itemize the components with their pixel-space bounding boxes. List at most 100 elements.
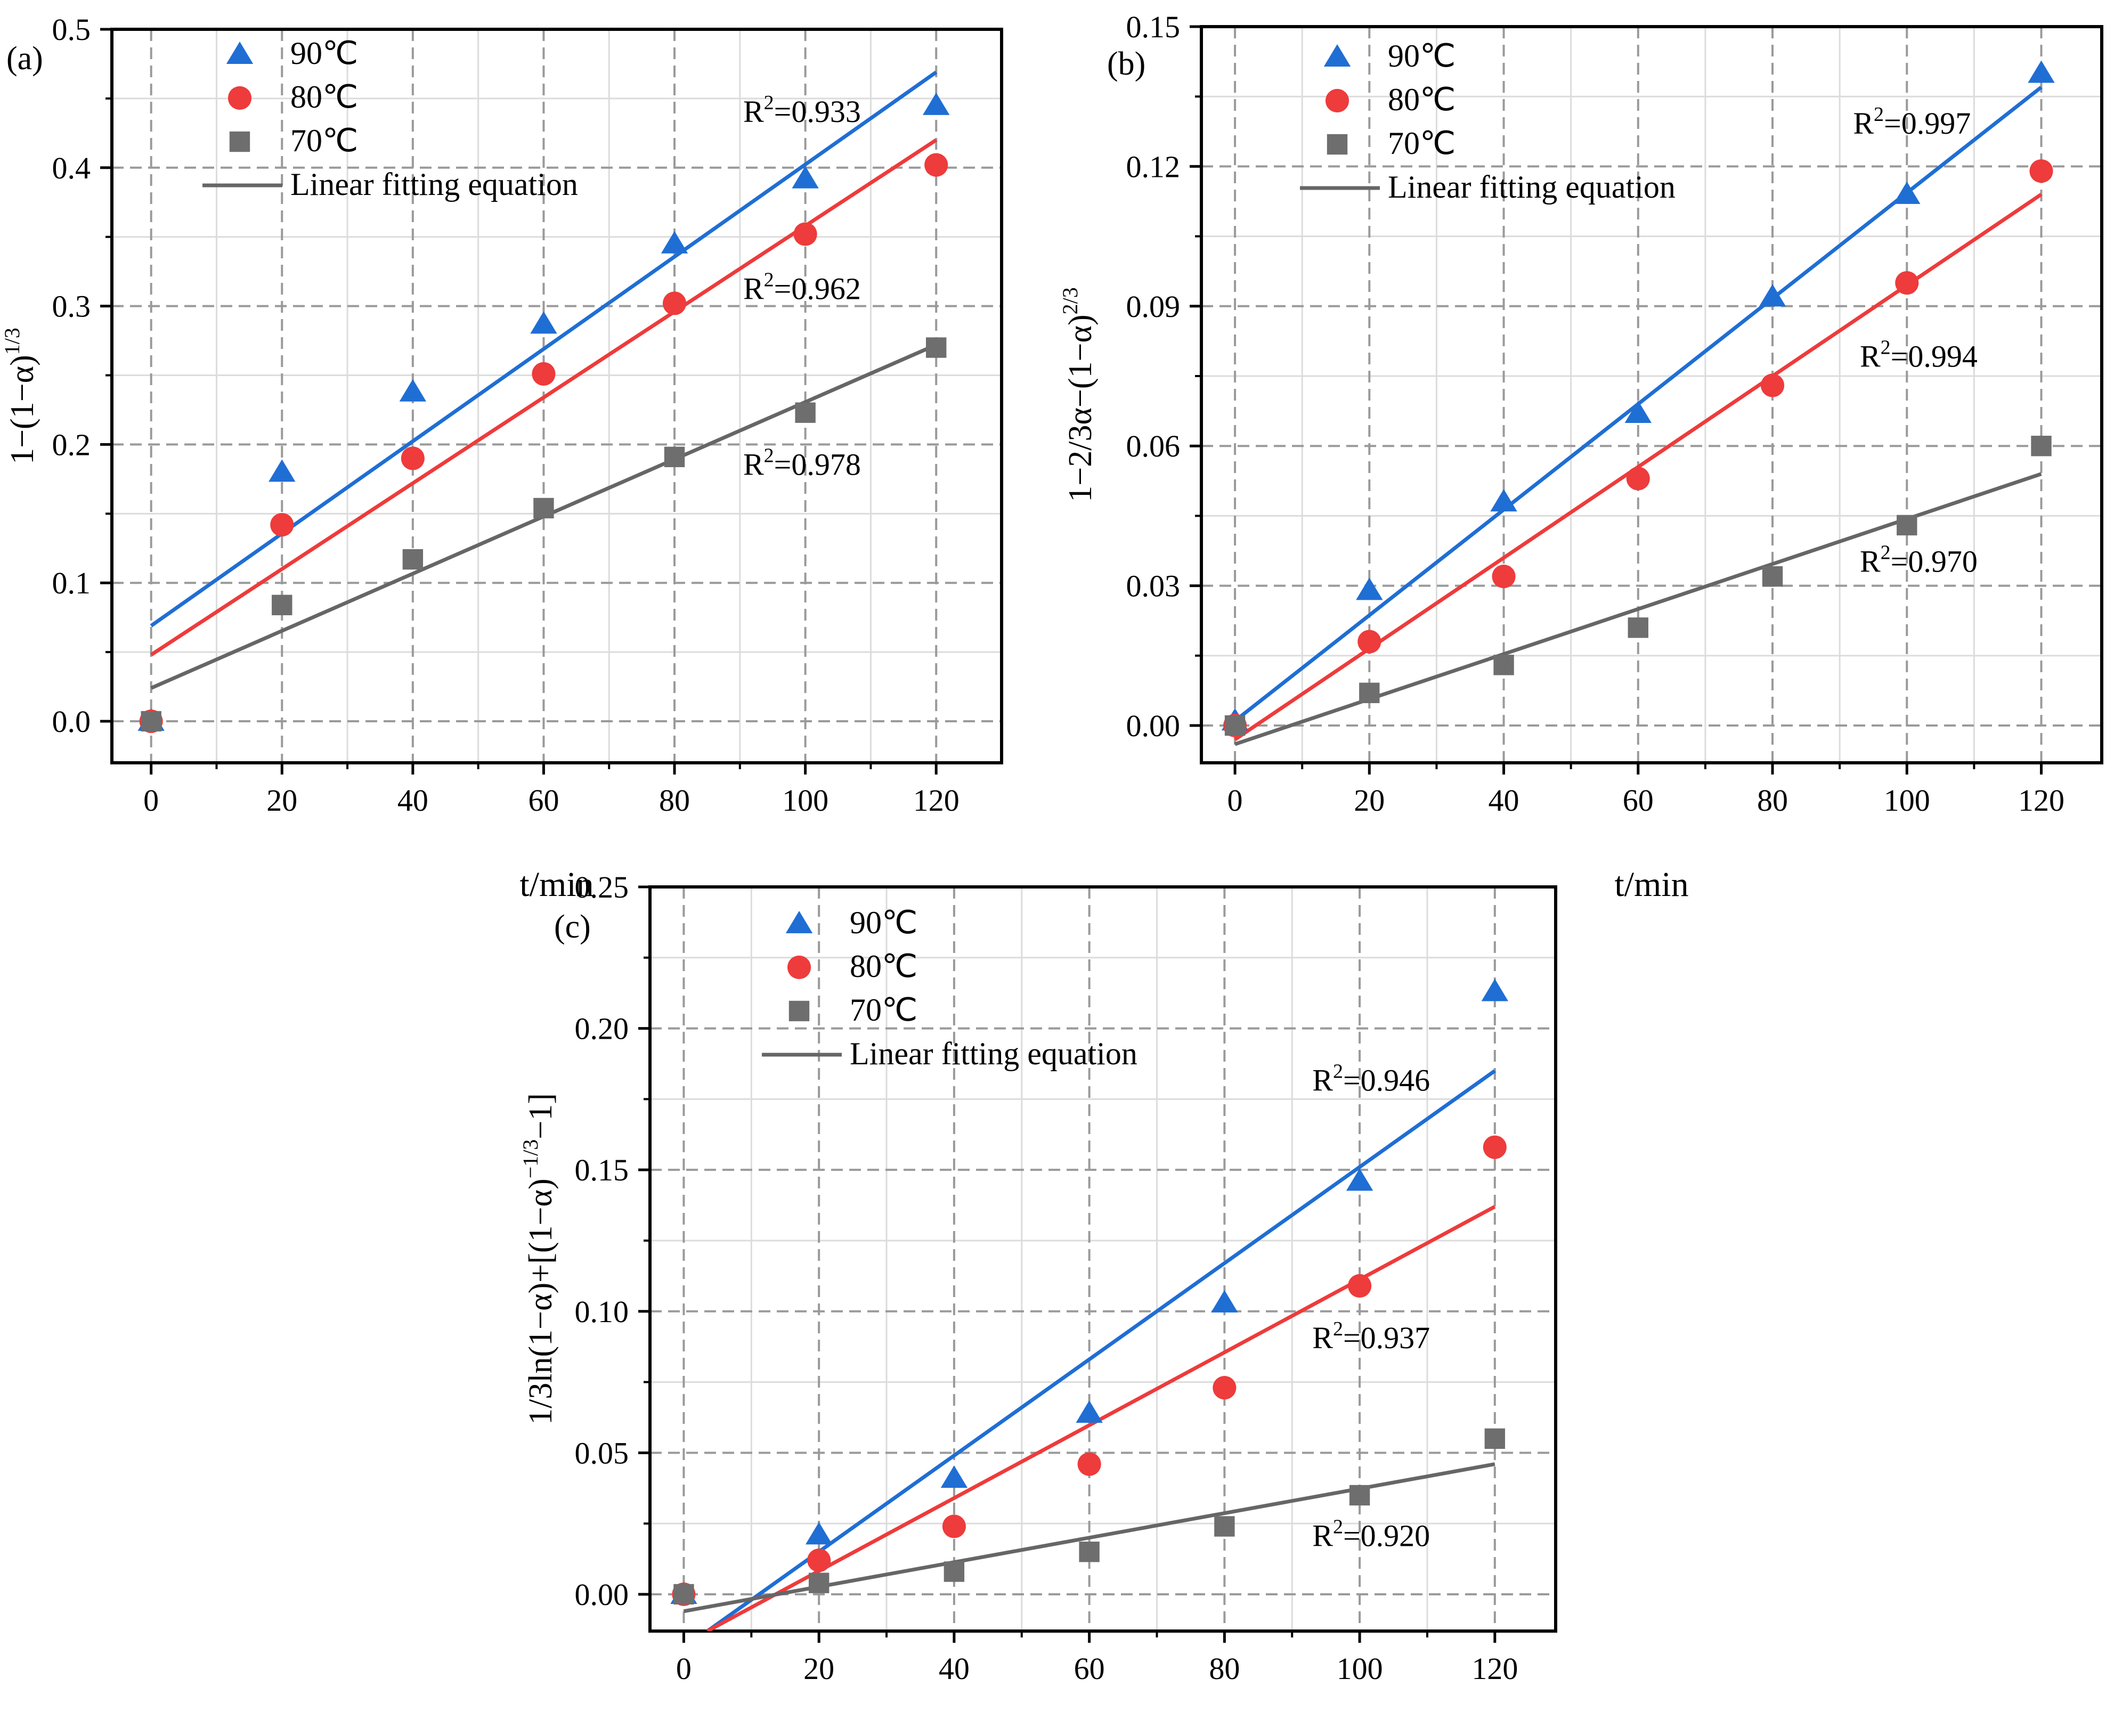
x-tick-label: 0	[676, 1651, 692, 1686]
data-point-90c	[269, 459, 296, 482]
y-axis-label-sup: 1/3	[0, 328, 24, 355]
y-axis-label-base: 1/3ln(1−α)+[(1−α)	[523, 1178, 559, 1425]
r2-label: R2=0.970	[1860, 541, 1978, 578]
panel-label: (a)	[6, 40, 43, 77]
legend-label: Linear fitting equation	[290, 167, 578, 202]
y-axis-label: 1−2/3α−(1−α)2/3	[1058, 287, 1099, 502]
data-point-90c	[1481, 979, 1509, 1001]
data-point-70c	[1762, 566, 1783, 587]
data-point-80c	[793, 222, 817, 246]
y-tick-label: 0.3	[52, 289, 91, 324]
x-tick-label: 20	[266, 783, 297, 818]
y-tick-label: 0.2	[52, 427, 91, 462]
x-axis-label: t/min	[519, 865, 593, 904]
data-point-70c	[808, 1572, 830, 1593]
x-tick-label: 80	[1209, 1651, 1240, 1686]
panel-c-chart: 0 20 40 60 80 100 120 0.00 0.05 0.10 0.15 0.20 0.25 t…	[518, 870, 1557, 1736]
data-point-70c	[533, 498, 554, 519]
r2-label: R2=0.962	[743, 269, 861, 306]
data-point-70c	[2031, 436, 2052, 457]
y-axis-label-sup: −1/3	[518, 1139, 542, 1179]
x-tick-label: 60	[528, 783, 559, 818]
legend-label: 70℃	[850, 992, 917, 1028]
data-point-70c	[1349, 1485, 1370, 1506]
data-point-80c	[1213, 1376, 1237, 1400]
data-point-80c	[942, 1514, 966, 1538]
data-point-90c	[1211, 1290, 1238, 1313]
y-tick-label: 0.1	[52, 566, 91, 600]
legend-label: 70℃	[290, 123, 358, 158]
r2-label: R2=0.997	[1853, 103, 1971, 141]
legend: 90℃ 80℃ 70℃ Linear fitting equation	[762, 905, 1137, 1071]
y-tick-label: 0.09	[1126, 289, 1181, 324]
y-axis-label: 1/3ln(1−α)+[(1−α)−1/3−1]	[518, 1093, 559, 1425]
r2-label: R2=0.920	[1312, 1516, 1430, 1553]
x-tick-label: 20	[803, 1651, 834, 1686]
legend-label: 90℃	[290, 36, 358, 71]
data-point-70c	[1628, 617, 1648, 638]
x-tick-label: 40	[1489, 783, 1519, 818]
data-point-90c	[530, 311, 557, 334]
r2-label: R2=0.946	[1312, 1060, 1430, 1097]
y-axis-label-sup: 2/3	[1058, 287, 1082, 314]
data-point-70c	[664, 446, 685, 468]
legend-marker-70c	[229, 131, 250, 152]
data-point-90c	[1346, 1168, 1373, 1191]
data-point-70c	[1359, 682, 1380, 703]
data-point-80c	[1348, 1274, 1372, 1298]
x-tick-label: 60	[1623, 783, 1654, 818]
data-point-80c	[1760, 373, 1785, 397]
data-point-70c	[795, 402, 816, 423]
x-tick-label: 100	[782, 783, 828, 818]
y-axis-label-tail: −1]	[523, 1093, 559, 1139]
data-point-70c	[1493, 655, 1514, 675]
data-point-70c	[141, 711, 161, 732]
x-tick-label: 120	[1471, 1651, 1518, 1686]
y-tick-label: 0.12	[1126, 149, 1181, 184]
legend-marker-70c	[788, 1000, 810, 1022]
data-point-90c	[1759, 284, 1786, 307]
r2-label: R2=0.994	[1860, 337, 1978, 374]
plot-frame	[110, 28, 1003, 764]
data-point-80c	[1895, 271, 1919, 295]
x-tick-label: 120	[2018, 783, 2064, 818]
data-point-70c	[673, 1584, 694, 1605]
data-point-90c	[923, 92, 950, 115]
x-tick-label: 0	[143, 783, 159, 818]
legend-marker-80c	[1325, 88, 1349, 113]
data-point-90c	[805, 1522, 833, 1545]
x-tick-label: 40	[939, 1651, 970, 1686]
data-point-80c	[1492, 565, 1516, 589]
plot-area	[1221, 60, 2055, 746]
legend-label: 70℃	[1388, 126, 1456, 161]
data-point-70c	[272, 594, 292, 616]
panel-label: (c)	[554, 909, 591, 945]
data-point-90c	[1490, 489, 1517, 512]
legend-marker-70c	[1327, 134, 1348, 155]
y-tick-label: 0.05	[575, 1436, 629, 1470]
data-point-90c	[1893, 181, 1921, 204]
data-point-80c	[2029, 159, 2053, 183]
y-tick-label: 0.25	[575, 870, 629, 904]
plot-area	[670, 979, 1509, 1631]
data-point-80c	[1077, 1452, 1101, 1476]
data-point-80c	[807, 1548, 831, 1572]
y-tick-label: 0.00	[575, 1577, 629, 1612]
x-tick-label: 100	[1337, 1651, 1383, 1686]
y-axis-label-base: 1−(1−α)	[4, 355, 40, 464]
data-point-80c	[1483, 1135, 1507, 1159]
legend-label: 90℃	[850, 905, 917, 940]
plot-frame	[648, 885, 1557, 1633]
y-tick-label: 0.15	[575, 1153, 629, 1187]
data-point-80c	[924, 153, 948, 177]
x-tick-label: 40	[397, 783, 428, 818]
legend: 90℃ 80℃ 70℃ Linear fitting equation	[202, 36, 578, 202]
y-tick-label: 0.0	[52, 704, 91, 739]
x-tick-label: 80	[1757, 783, 1788, 818]
x-tick-label: 0	[1227, 783, 1243, 818]
x-tick-label: 60	[1074, 1651, 1105, 1686]
data-point-80c	[532, 362, 556, 386]
legend: 90℃ 80℃ 70℃ Linear fitting equation	[1300, 38, 1676, 205]
y-tick-label: 0.15	[1126, 10, 1181, 44]
